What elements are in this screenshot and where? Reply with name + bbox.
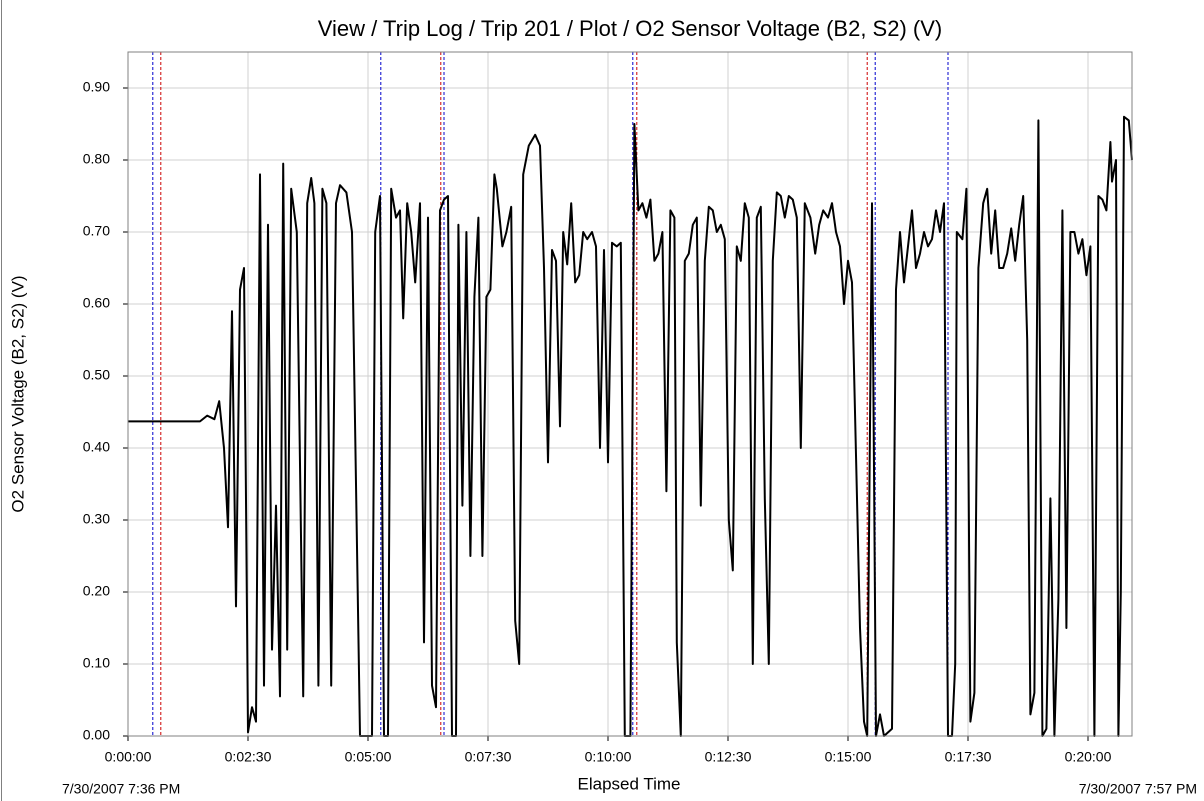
x-tick-label: 0:20:00: [1065, 749, 1112, 765]
chart-title: View / Trip Log / Trip 201 / Plot / O2 S…: [318, 16, 942, 41]
plot-area: [128, 52, 1132, 736]
y-axis-title: O2 Sensor Voltage (B2, S2) (V): [8, 275, 27, 512]
data-line: [128, 115, 1133, 737]
x-tick-label: 0:17:30: [945, 749, 992, 765]
start-time-label: 7/30/2007 7:36 PM: [62, 781, 180, 797]
y-tick-label: 0.10: [83, 655, 110, 671]
y-tick-label: 0.80: [83, 151, 110, 167]
y-tick-label: 0.30: [83, 511, 110, 527]
y-tick-label: 0.70: [83, 223, 110, 239]
x-tick-label: 0:10:00: [585, 749, 632, 765]
x-tick-label: 0:00:00: [105, 749, 152, 765]
plot-frame: [127, 51, 1133, 737]
y-tick-label: 0.40: [83, 439, 110, 455]
y-tick-label: 0.20: [83, 583, 110, 599]
y-tick-label: 0.60: [83, 295, 110, 311]
x-axis-title: Elapsed Time: [578, 774, 681, 793]
y-tick-label: 0.00: [83, 727, 110, 743]
y-tick-label: 0.50: [83, 367, 110, 383]
x-tick-label: 0:12:30: [705, 749, 752, 765]
x-tick-label: 0:05:00: [345, 749, 392, 765]
x-tick-label: 0:02:30: [225, 749, 272, 765]
y-tick-label: 0.90: [83, 79, 110, 95]
end-time-label: 7/30/2007 7:57 PM: [1079, 781, 1197, 797]
x-tick-label: 0:07:30: [465, 749, 512, 765]
x-tick-label: 0:15:00: [825, 749, 872, 765]
